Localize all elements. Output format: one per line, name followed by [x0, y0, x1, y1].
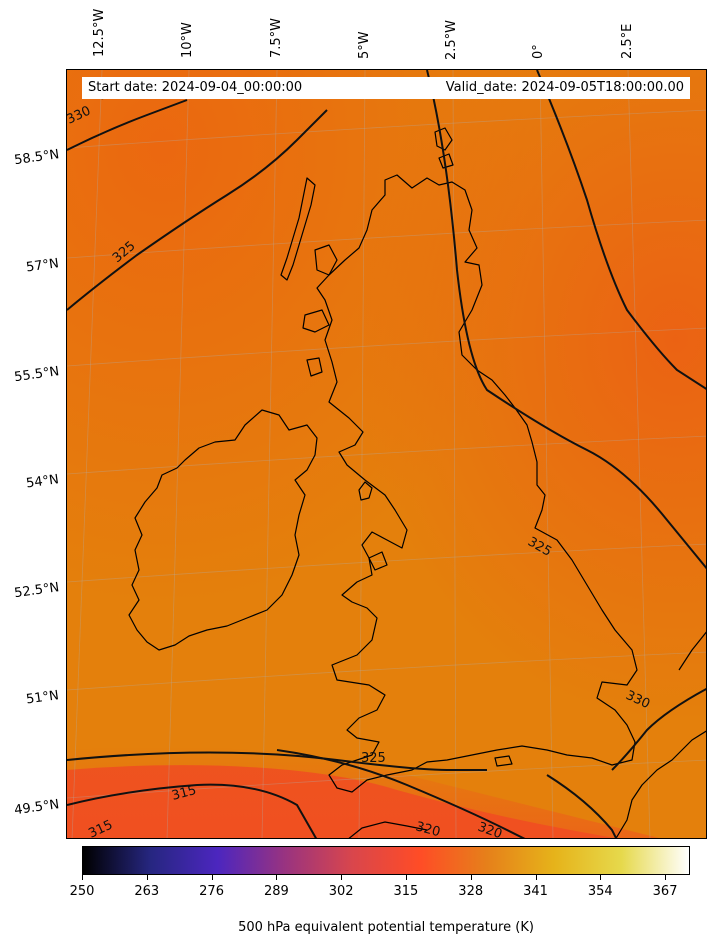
- colorbar-tick-label: 354: [587, 884, 613, 899]
- coastline-isle-of-man: [358, 481, 373, 501]
- contour-320-south: [276, 749, 526, 838]
- graticule: [67, 70, 706, 838]
- colorbar: [82, 846, 690, 875]
- lat-label-55-5n: 55.5°N: [13, 364, 61, 386]
- coastline: [128, 127, 706, 838]
- coastline-brittany: [348, 821, 428, 838]
- coastline-anglesey: [368, 551, 388, 571]
- colorbar-tick-label: 328: [458, 884, 484, 899]
- contours: [67, 70, 706, 838]
- colorbar-tick-mark: [82, 875, 83, 880]
- lat-label-58-5n: 58.5°N: [13, 147, 61, 169]
- coastline-skye: [314, 244, 338, 276]
- colorbar-tick-mark: [146, 875, 148, 880]
- contour-325-east: [426, 70, 706, 570]
- lat-label-49-5n: 49.5°N: [13, 797, 61, 819]
- coastline-mull: [302, 309, 330, 333]
- colorbar-tick-label: 341: [523, 884, 548, 899]
- lon-label-0: 0°: [531, 44, 546, 59]
- contour-label-315-a: 315: [170, 783, 198, 804]
- field-east: [67, 70, 706, 838]
- lon-label-2-5w: 2.5°W: [444, 19, 459, 60]
- lat-label-57n: 57°N: [25, 256, 61, 276]
- contour-325-northwest: [67, 109, 328, 311]
- colorbar-label: 500 hPa equivalent potential temperature…: [238, 920, 534, 935]
- start-date-label: Start date: 2024-09-04_00:00:00: [88, 80, 303, 95]
- map-panel[interactable]: 330 325 325 325 330 325 315 315 320 320: [66, 69, 707, 839]
- coastline-great-britain: [316, 174, 638, 793]
- colorbar-tick-mark: [341, 875, 343, 880]
- colorbar-tick-mark: [276, 875, 278, 880]
- contour-330-north: [67, 99, 188, 151]
- colorbar-tick-mark: [405, 875, 407, 880]
- coastline-netherlands: [678, 631, 706, 671]
- lat-label-54n: 54°N: [25, 472, 61, 492]
- coastline-outer-hebrides: [280, 177, 316, 281]
- contour-label-325-ch: 325: [361, 751, 386, 766]
- colorbar-tick-mark: [665, 875, 667, 880]
- colorbar-tick-mark: [600, 875, 602, 880]
- coastline-orkney: [434, 127, 453, 151]
- coastline-orkney-2: [438, 153, 454, 169]
- lon-label-2-5e: 2.5°E: [620, 23, 635, 59]
- contour-330-east: [536, 70, 706, 390]
- contour-label-320-a: 320: [414, 819, 442, 839]
- colorbar-tick-mark: [535, 875, 537, 880]
- colorbar-tick-mark: [470, 875, 472, 880]
- lon-label-7-5w: 7.5°W: [269, 17, 284, 58]
- coastline-isle-of-wight: [494, 755, 513, 767]
- colorbar-tick-mark: [211, 875, 213, 880]
- contour-330-southeast: [611, 687, 706, 771]
- colorbar-tick-label: 367: [652, 884, 678, 899]
- lat-label-51n: 51°N: [25, 688, 61, 708]
- contour-320-southeast: [546, 774, 618, 838]
- coastline-france: [615, 730, 706, 838]
- colorbar-tick-label: 250: [69, 884, 95, 899]
- lat-label-52-5n: 52.5°N: [13, 580, 61, 602]
- colorbar-tick-label: 315: [393, 884, 419, 899]
- lon-label-5w: 5°W: [357, 31, 372, 59]
- date-header: Start date: 2024-09-04_00:00:00 Valid_da…: [82, 77, 690, 99]
- colorbar-tick-label: 263: [134, 884, 160, 899]
- lon-label-12-5w: 12.5°W: [92, 8, 107, 57]
- colorbar-tick-label: 302: [328, 884, 354, 899]
- valid-date-label: Valid_date: 2024-09-05T18:00:00.00: [445, 80, 684, 95]
- contour-315-south: [67, 783, 318, 838]
- coastline-ireland: [128, 409, 318, 651]
- colorbar-tick-label: 289: [263, 884, 289, 899]
- lon-label-10w: 10°W: [180, 22, 195, 58]
- map-svg: 330 325 325 325 330 325 315 315 320 320: [67, 70, 706, 839]
- field-south-warm-edge: [67, 746, 660, 838]
- coastline-islay: [306, 357, 323, 377]
- colorbar-tick-label: 276: [199, 884, 224, 899]
